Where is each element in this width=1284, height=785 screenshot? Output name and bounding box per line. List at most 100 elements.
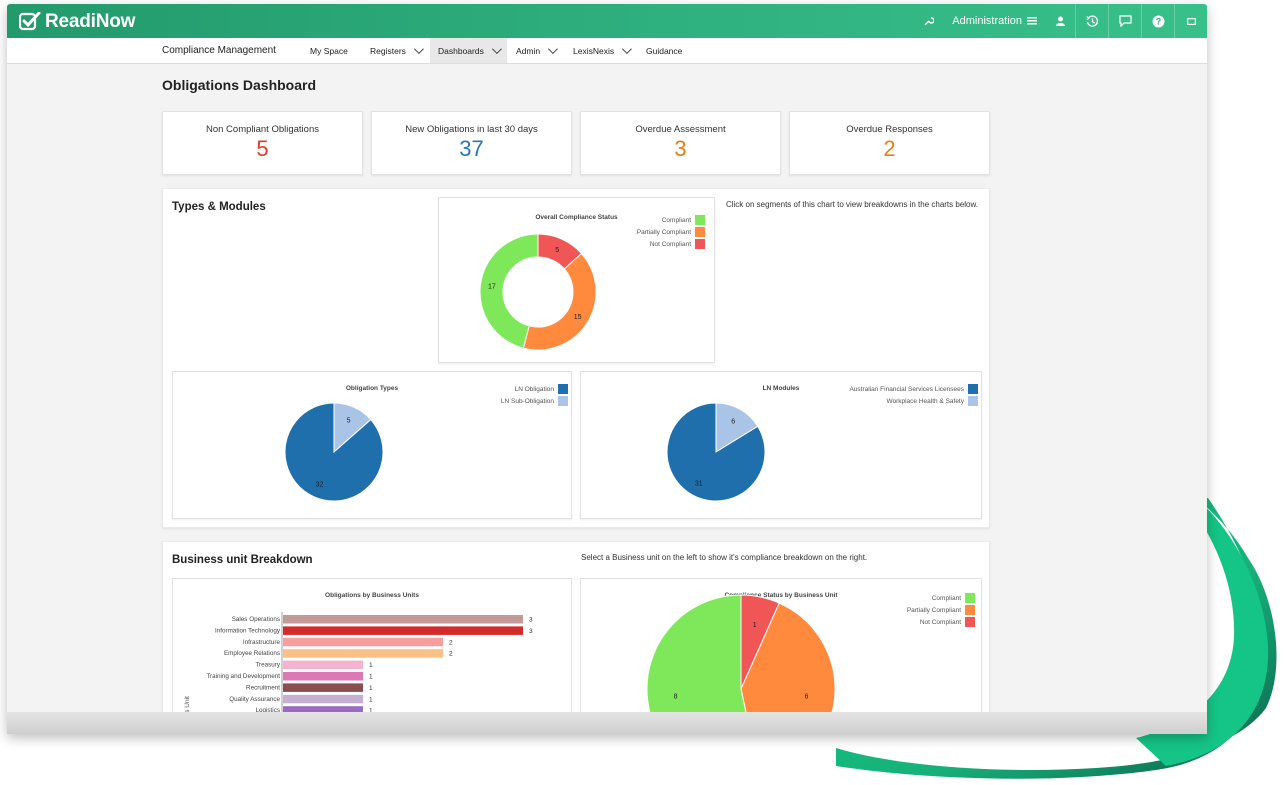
bar-value-label: 1	[369, 696, 373, 703]
legend-swatch[interactable]	[965, 593, 975, 603]
chat-icon[interactable]	[1109, 4, 1141, 38]
bar-quality-assurance[interactable]	[283, 694, 363, 704]
legend-swatch[interactable]	[695, 239, 705, 249]
nav-item-label: Guidance	[646, 45, 683, 56]
divider	[1174, 4, 1175, 38]
history-icon[interactable]	[1076, 4, 1108, 38]
stat-card-non-compliant[interactable]: Non Compliant Obligations 5	[162, 111, 363, 175]
bar-logistics[interactable]	[283, 706, 363, 715]
chart-title: Compliance Status by Business Unit	[724, 592, 838, 599]
chevron-down-icon	[491, 44, 502, 55]
chart-title: Obligations by Business Units	[325, 592, 419, 599]
types-modules-hint: Click on segments of this chart to view …	[725, 200, 979, 209]
pie-data-label: 1	[753, 622, 757, 629]
stat-value: 3	[674, 136, 687, 161]
bar-recruitment[interactable]	[283, 683, 363, 692]
stat-value: 2	[883, 136, 896, 161]
brand-logo[interactable]: ReadiNow	[19, 11, 135, 33]
app-module-title[interactable]: Compliance Management	[162, 45, 276, 56]
nav-item-dashboards[interactable]: Dashboards	[430, 38, 507, 63]
wrench-icon[interactable]	[914, 4, 944, 38]
pie-slice-partially-compliant[interactable]	[740, 602, 836, 729]
divider	[1141, 4, 1142, 38]
expand-icon[interactable]	[1175, 4, 1207, 38]
bar-value-label: 1	[369, 674, 373, 681]
obligation-types-chart-card: Obligation Types 5 32 LN Obligation LN Sub-…	[172, 371, 572, 519]
check-logo-icon	[19, 12, 41, 31]
legend-label: LN Sub-Obligation	[501, 398, 554, 405]
ln-modules-chart-card: LN Modules 6 31 Australian Financial Servi…	[580, 371, 982, 519]
nav-item-label: My Space	[310, 45, 348, 56]
bar-category-label: Infrastructure	[243, 639, 281, 646]
bar-employee-relations[interactable]	[283, 649, 443, 658]
pie-slice-ln-obligation[interactable]	[284, 402, 384, 502]
business-unit-hint: Select a Business unit on the left to sh…	[581, 553, 868, 562]
bar-infrastructure[interactable]	[283, 637, 443, 647]
bar-sales-operations[interactable]	[283, 615, 523, 624]
divider	[1108, 4, 1109, 38]
page-title: Obligations Dashboard	[162, 77, 317, 93]
nav-item-admin[interactable]: Admin	[508, 38, 563, 63]
legend-swatch[interactable]	[558, 384, 568, 394]
legend-swatch[interactable]	[695, 215, 705, 225]
section-title-business-unit: Business unit Breakdown	[172, 554, 313, 566]
user-icon[interactable]	[1045, 4, 1075, 38]
legend-label: Compliant	[662, 217, 691, 224]
stat-card-overdue-assessment[interactable]: Overdue Assessment 3	[580, 111, 781, 175]
top-bar: ReadiNow Administration ?	[7, 4, 1207, 38]
obligation-types-pie[interactable]: 5 32 LN Obligation LN Sub-Obligation	[173, 372, 571, 518]
pie-data-label: 31	[695, 480, 703, 487]
nav-item-label: Admin	[516, 45, 541, 56]
decorative-ribbon	[836, 498, 1277, 779]
legend-swatch[interactable]	[558, 396, 568, 406]
app-window: ReadiNow Administration ?	[7, 4, 1207, 734]
stat-label: Overdue Responses	[846, 124, 933, 135]
nav-item-registers[interactable]: Registers	[362, 38, 429, 63]
nav-item-lexisnexis[interactable]: LexisNexis	[565, 38, 637, 63]
help-icon[interactable]: ?	[1142, 4, 1174, 38]
overall-compliance-donut[interactable]: 5 15 17 Compliant Partially Compliant Not Com…	[439, 198, 714, 362]
nav-item-guidance[interactable]: Guidance	[638, 38, 690, 63]
pie-data-label: 5	[555, 247, 559, 254]
bar-category-label: Logistics	[256, 707, 281, 714]
nav-item-label: LexisNexis	[573, 45, 615, 56]
administration-menu[interactable]: Administration	[944, 4, 1045, 38]
bar-value-label: 2	[449, 639, 453, 646]
bar-value-label: 1	[369, 662, 373, 669]
pie-data-label: 8	[674, 693, 678, 700]
chevron-down-icon	[622, 44, 632, 55]
pie-slice-compliant[interactable]	[646, 594, 761, 729]
pie-slice-workplace-health-safety[interactable]	[715, 402, 759, 453]
chart-title: Obligation Types	[345, 385, 399, 392]
bar-category-label: Training and Development	[206, 673, 280, 680]
pie-data-label: 15	[574, 314, 582, 321]
pie-slice-compliant[interactable]	[479, 233, 539, 349]
obligations-by-business-unit-bar[interactable]: Sales Operations 3 Information Technology 3…	[173, 579, 571, 729]
nav-item-label: Registers	[370, 45, 406, 56]
legend-swatch[interactable]	[965, 617, 975, 627]
nav-item-my-space[interactable]: My Space	[302, 38, 356, 63]
window-bottom-bar	[7, 712, 1207, 734]
legend-swatch[interactable]	[695, 227, 705, 237]
legend-swatch[interactable]	[968, 396, 978, 406]
overall-compliance-chart-card: Overall Compliance Status 5 15 17 Compliant…	[438, 197, 715, 363]
legend-swatch[interactable]	[965, 605, 975, 615]
stat-value: 5	[256, 136, 269, 161]
pie-data-label: 32	[316, 482, 324, 489]
brand-name: ReadiNow	[45, 11, 136, 32]
legend-label: Compliant	[932, 595, 961, 602]
bar-information-technology[interactable]	[283, 626, 523, 635]
pie-data-label: 6	[731, 419, 735, 426]
pie-slice-partially-compliant[interactable]	[522, 252, 597, 351]
compliance-by-business-unit-pie[interactable]: 1 6 8 Compliant Partially Compliant Not Compl…	[581, 579, 981, 729]
bar-training-and-development[interactable]	[283, 672, 363, 681]
ln-modules-pie[interactable]: 6 31 Australian Financial Services License…	[581, 372, 981, 518]
stat-card-new-obligations[interactable]: New Obligations in last 30 days 37	[371, 111, 572, 175]
legend-swatch[interactable]	[968, 384, 978, 394]
stat-card-overdue-responses[interactable]: Overdue Responses 2	[789, 111, 990, 175]
legend-label: Australian Financial Services Licensees	[849, 386, 964, 393]
pie-data-label: 6	[804, 693, 808, 700]
bar-treasury[interactable]	[283, 660, 363, 670]
pie-slice-australian-financial-services-licensees[interactable]	[666, 402, 766, 502]
bar-value-label: 3	[529, 628, 533, 635]
